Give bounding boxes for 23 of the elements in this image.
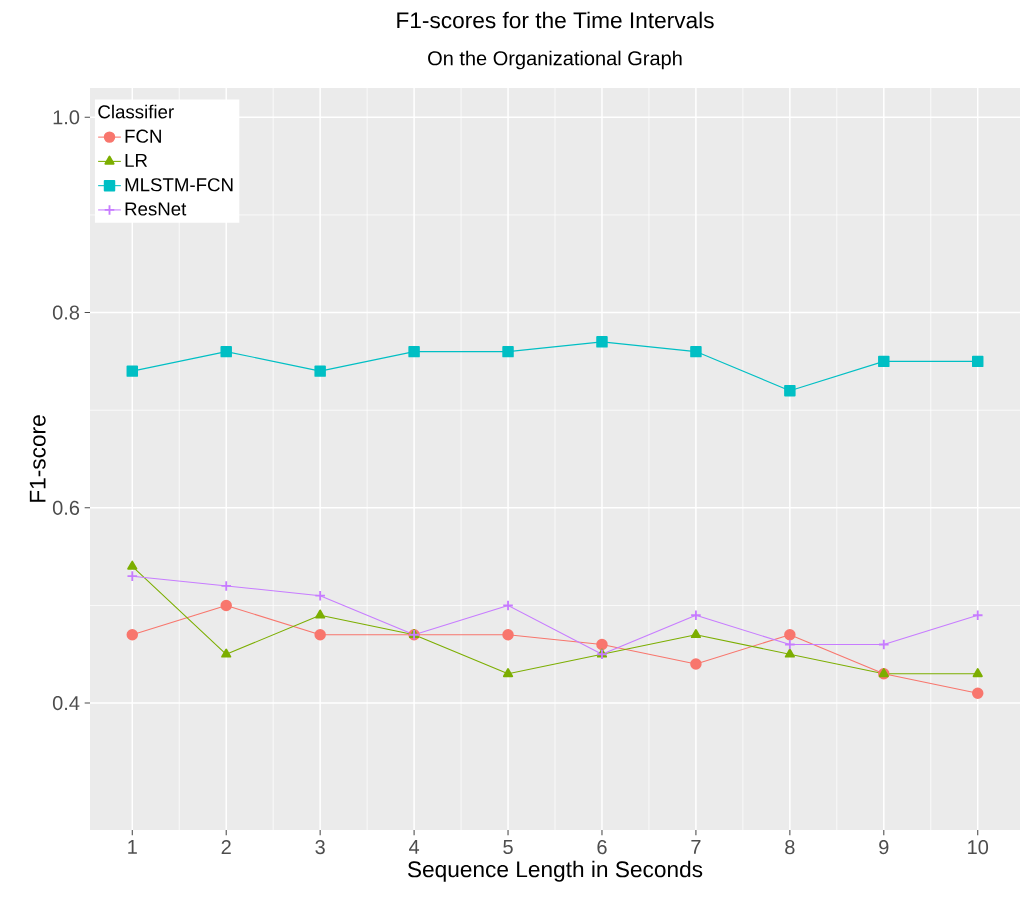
legend-label: MLSTM-FCN: [125, 178, 233, 192]
x-tick-label: 10: [968, 840, 989, 855]
x-tick-label: 3: [315, 840, 325, 855]
y-tick-label: 0.4: [52, 696, 80, 711]
legend-label: ResNet: [125, 202, 187, 216]
x-tick-label: 6: [597, 840, 607, 855]
x-axis-title: Sequence Length in Seconds: [407, 860, 703, 882]
y-tick-label: 0.6: [52, 500, 80, 515]
x-tick-label: 7: [691, 840, 701, 854]
y-axis-title: F1-score: [29, 415, 46, 502]
y-tick-label: 0.8: [52, 305, 80, 320]
chart-title: F1-scores for the Time Intervals: [397, 11, 714, 29]
legend-label: FCN: [125, 129, 161, 143]
x-tick-label: 8: [785, 840, 795, 855]
chart-subtitle: On the Organizational Graph: [428, 50, 682, 70]
x-tick-label: 5: [503, 840, 513, 854]
legend-label: LR: [125, 153, 148, 167]
x-tick-label: 1: [128, 840, 137, 854]
x-tick-label: 2: [221, 840, 231, 855]
legend-title: Classifier: [98, 104, 174, 119]
y-tick-label: 1.0: [53, 110, 80, 125]
x-tick-label: 9: [879, 840, 889, 855]
x-tick-label: 4: [409, 840, 420, 854]
